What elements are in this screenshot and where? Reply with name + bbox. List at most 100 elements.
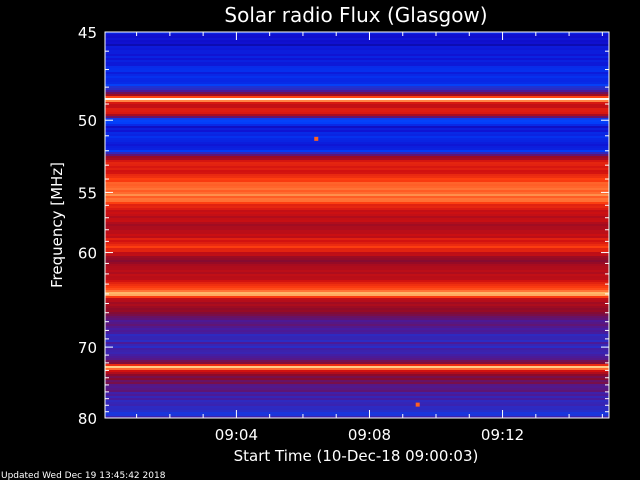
spectrum-row: [105, 250, 609, 253]
spectrum-row: [105, 362, 609, 365]
spectrum-row: [105, 326, 609, 329]
spectrum-row: [105, 168, 609, 171]
spectrum-row: [105, 352, 609, 355]
spectrum-row: [105, 398, 609, 401]
spectrum-row: [105, 204, 609, 207]
spectrum-row: [105, 76, 609, 79]
spectrum-row: [105, 364, 609, 367]
spectrum-row: [105, 170, 609, 173]
spectrum-row: [105, 304, 609, 307]
spectrum-row: [105, 112, 609, 115]
spectrum-row: [105, 400, 609, 403]
x-tick-label: 09:04: [215, 426, 258, 444]
spectrum-row: [105, 84, 609, 87]
spectrum-row: [105, 132, 609, 135]
spectrum-row: [105, 144, 609, 147]
spectrum-row: [105, 192, 609, 195]
spectrum-row: [105, 290, 609, 293]
spectrum-row: [105, 160, 609, 163]
burst-marks: [314, 136, 420, 407]
spectrum-row: [105, 214, 609, 217]
spectrum-row: [105, 226, 609, 229]
spectrum-row: [105, 232, 609, 235]
spectrum-row: [105, 288, 609, 291]
spectrum-row: [105, 328, 609, 331]
spectrum-row: [105, 256, 609, 259]
y-tick-label: 50: [78, 112, 97, 130]
spectrum-row: [105, 388, 609, 391]
spectrum-row: [105, 96, 609, 99]
spectrum-row: [105, 186, 609, 189]
spectrum-row: [105, 376, 609, 379]
spectrum-row: [105, 410, 609, 413]
spectrum-row: [105, 172, 609, 175]
spectrum-row: [105, 142, 609, 145]
y-tick-label: 60: [78, 245, 97, 263]
spectrum-row: [105, 348, 609, 351]
x-tick-label: 09:08: [348, 426, 391, 444]
spectrum-row: [105, 320, 609, 323]
spectrum-row: [105, 106, 609, 109]
spectrum-row: [105, 220, 609, 223]
spectrum-row: [105, 118, 609, 121]
spectrum-row: [105, 310, 609, 313]
spectrum-row: [105, 224, 609, 227]
spectrum-row: [105, 58, 609, 61]
spectrum-row: [105, 152, 609, 155]
spectrum-row: [105, 178, 609, 181]
spectrum-row: [105, 298, 609, 301]
spectrum-row: [105, 54, 609, 57]
spectrum-row: [105, 238, 609, 241]
spectrum-row: [105, 196, 609, 199]
spectrum-row: [105, 60, 609, 63]
spectrum-row: [105, 246, 609, 249]
spectrum-row: [105, 88, 609, 91]
spectrum-row: [105, 314, 609, 317]
spectrum-row: [105, 372, 609, 375]
spectrum-row: [105, 122, 609, 125]
spectrum-row: [105, 210, 609, 213]
spectrum-row: [105, 408, 609, 411]
spectrum-row: [105, 278, 609, 281]
spectrum-row: [105, 134, 609, 137]
spectrum-row: [105, 308, 609, 311]
spectrum-row: [105, 90, 609, 93]
spectrum-row: [105, 34, 609, 37]
y-tick-label: 80: [78, 410, 97, 428]
spectrum-row: [105, 332, 609, 335]
spectrum-row: [105, 154, 609, 157]
spectrum-row: [105, 274, 609, 277]
spectrum-row: [105, 294, 609, 297]
spectrum-row: [105, 190, 609, 193]
plot-frame: [104, 31, 610, 419]
x-axis: 09:04 09:08 09:12: [136, 32, 603, 444]
spectrum-row: [105, 208, 609, 211]
spectrum-row: [105, 202, 609, 205]
spectrum-row: [105, 114, 609, 117]
spectrum-row: [105, 266, 609, 269]
spectrum-row: [105, 262, 609, 265]
spectrum-row: [105, 360, 609, 363]
spectrum-row: [105, 386, 609, 389]
spectrum-row: [105, 50, 609, 53]
spectrum-row: [105, 356, 609, 359]
spectrum-row: [105, 358, 609, 361]
spectrum-row: [105, 66, 609, 69]
spectrum-row: [105, 230, 609, 233]
spectrum-row: [105, 212, 609, 215]
spectrum-row: [105, 108, 609, 111]
spectrum-row: [105, 146, 609, 149]
spectrum-row: [105, 150, 609, 153]
spectrum-row: [105, 158, 609, 161]
spectrum-row: [105, 258, 609, 261]
spectrum-row: [105, 162, 609, 165]
spectrum-row: [105, 336, 609, 339]
spectrum-row: [105, 316, 609, 319]
spectrum-row: [105, 68, 609, 71]
spectrum-row: [105, 82, 609, 85]
spectrum-row: [105, 104, 609, 107]
spectrum-row: [105, 412, 609, 415]
spectrum-row: [105, 248, 609, 251]
spectrum-row: [105, 52, 609, 55]
spectrum-row: [105, 86, 609, 89]
